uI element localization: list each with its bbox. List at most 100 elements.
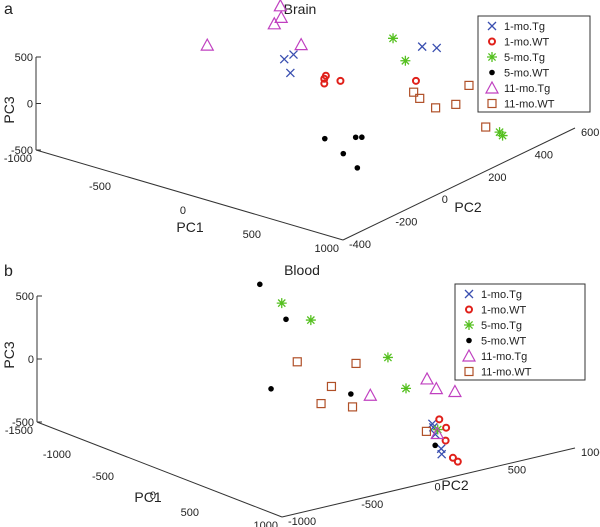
data-point-5-mo-wt <box>355 165 361 171</box>
legend-marker <box>489 70 495 76</box>
y-tick-label: -400 <box>349 239 371 251</box>
data-point-1-mo-wt <box>413 78 419 84</box>
legend-marker <box>466 338 472 344</box>
y-tick-label: 600 <box>581 127 599 139</box>
legend-entry: 5-mo.WT <box>481 336 527 348</box>
x-tick-label: -1000 <box>43 449 71 461</box>
data-point-5-mo-wt <box>283 316 289 322</box>
data-point-5-mo-tg <box>498 131 508 141</box>
data-point-11-mo-wt <box>317 400 325 408</box>
z-axis-label: PC3 <box>1 96 17 123</box>
data-point-11-mo-wt <box>482 123 490 131</box>
legend-entry: 11-mo.Tg <box>504 83 550 95</box>
y-tick-label: -500 <box>361 499 383 511</box>
y-tick-label: 1000 <box>581 447 600 459</box>
data-point-1-mo-tg <box>418 43 426 51</box>
data-point-11-mo-tg <box>268 18 280 29</box>
z-axis-label: PC3 <box>1 341 17 368</box>
z-tick-label: 500 <box>16 291 34 303</box>
x-tick-label: 1000 <box>254 520 278 527</box>
data-point-11-mo-wt <box>422 427 430 435</box>
legend-entry: 11-mo.WT <box>504 99 555 111</box>
data-point-1-mo-wt <box>455 459 461 465</box>
data-point-5-mo-wt <box>348 391 354 397</box>
data-point-11-mo-wt <box>327 382 335 390</box>
data-point-11-mo-tg <box>449 386 461 397</box>
x-tick-label: -500 <box>92 471 114 483</box>
data-point-1-mo-tg <box>433 44 441 52</box>
data-point-11-mo-wt <box>352 359 360 367</box>
panel-label-b: b <box>4 263 13 280</box>
data-point-1-mo-wt <box>436 416 442 422</box>
y-tick-label: 0 <box>435 482 441 494</box>
y-tick-label: -1000 <box>288 516 316 527</box>
y-axis-line <box>343 128 575 240</box>
y-tick-label: 400 <box>535 149 553 161</box>
data-point-1-mo-tg <box>280 55 288 63</box>
data-point-11-mo-tg <box>421 373 433 384</box>
x-tick-label: 500 <box>243 229 261 241</box>
data-point-11-mo-tg <box>295 39 307 50</box>
data-point-11-mo-tg <box>201 39 213 50</box>
x-tick-label: -500 <box>89 181 111 193</box>
y-axis-label: PC2 <box>441 477 468 493</box>
data-point-1-mo-wt <box>337 78 343 84</box>
chart-title-brain: Brain <box>284 1 317 17</box>
data-point-5-mo-wt <box>257 282 263 288</box>
data-point-1-mo-tg <box>438 450 446 458</box>
x-tick-label: -1000 <box>4 153 32 165</box>
data-point-1-mo-tg <box>286 69 294 77</box>
legend-entry: 1-mo.WT <box>504 37 550 49</box>
legend-entry: 1-mo.WT <box>481 305 527 317</box>
y-tick-label: -200 <box>395 217 417 229</box>
data-point-11-mo-wt <box>465 81 473 89</box>
data-point-5-mo-tg <box>400 56 410 66</box>
y-tick-label: 200 <box>488 172 506 184</box>
data-point-5-mo-wt <box>353 134 359 140</box>
data-point-5-mo-wt <box>359 134 365 140</box>
y-axis-label: PC2 <box>454 199 481 215</box>
x-tick-label: 1000 <box>315 243 339 255</box>
legend-entry: 5-mo.Tg <box>481 320 522 332</box>
data-point-11-mo-tg <box>364 389 376 400</box>
data-point-5-mo-tg <box>383 352 393 362</box>
x-axis-label: PC1 <box>176 219 203 235</box>
marks-brain <box>201 0 507 171</box>
x-tick-label: 500 <box>181 507 199 519</box>
y-tick-label: 500 <box>508 464 526 476</box>
data-point-5-mo-wt <box>322 136 328 142</box>
data-point-5-mo-tg <box>277 298 287 308</box>
panel-label-a: a <box>4 1 13 18</box>
data-point-11-mo-wt <box>416 94 424 102</box>
legend-entry: 11-mo.Tg <box>481 351 527 363</box>
y-tick-label: 0 <box>442 194 448 206</box>
data-point-11-mo-wt <box>410 88 418 96</box>
legend-entry: 5-mo.WT <box>504 68 550 80</box>
data-point-5-mo-wt <box>268 386 274 392</box>
data-point-5-mo-tg <box>401 383 411 393</box>
legend-marker <box>487 52 497 62</box>
legend-blood: 1-mo.Tg 1-mo.WT 5-mo.Tg 5-mo.WT 11-mo.Tg 11-m… <box>455 284 585 380</box>
legend-brain: 1-mo.Tg1-mo.WT5-mo.Tg5-mo.WT11-mo.Tg11-m… <box>478 16 590 112</box>
x-axis-label: PC1 <box>134 489 161 505</box>
data-point-1-mo-wt <box>443 425 449 431</box>
panel-blood: b Blood -5000500-1500-1000-50005001000 -1… <box>1 262 600 527</box>
legend-entry: 11-mo.WT <box>481 367 532 379</box>
data-point-5-mo-wt <box>432 443 438 449</box>
z-tick-label: 500 <box>15 52 33 64</box>
x-tick-label: 0 <box>180 205 186 217</box>
data-point-11-mo-wt <box>349 403 357 411</box>
data-point-1-mo-tg <box>290 51 298 59</box>
figure: a Brain -500 0 500 -1000 -500 0 500 1000 -400 -20… <box>0 0 600 527</box>
legend-entry: 1-mo.Tg <box>481 289 522 301</box>
legend-entry: 5-mo.Tg <box>504 52 545 64</box>
y-axis-line <box>282 448 575 517</box>
z-tick-label: 0 <box>28 354 34 366</box>
z-tick-label: 0 <box>27 99 33 111</box>
data-point-11-mo-wt <box>293 358 301 366</box>
data-point-5-mo-tg <box>306 315 316 325</box>
chart-title-blood: Blood <box>284 262 320 278</box>
marks-blood <box>257 282 461 465</box>
legend-marker <box>464 320 474 330</box>
data-point-5-mo-tg <box>388 33 398 43</box>
